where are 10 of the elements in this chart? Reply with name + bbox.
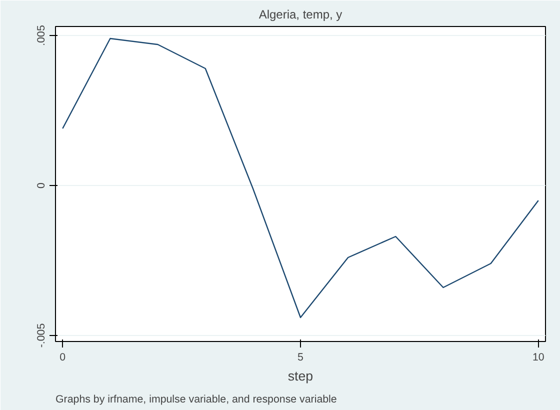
line-series (62, 38, 539, 318)
chart-title: Algeria, temp, y (258, 8, 342, 22)
x-tick-label: 5 (298, 352, 304, 364)
x-tick-label: 10 (532, 352, 544, 364)
text: Graphs by irfname, impulse variable, and response variable (56, 394, 337, 406)
y-tick-label: -.005 (36, 323, 48, 348)
y-tick-label: .005 (36, 25, 48, 46)
x-axis-title: step (288, 368, 314, 384)
x-tick-label: 0 (60, 352, 66, 364)
y-tick-label: 0 (36, 182, 48, 188)
